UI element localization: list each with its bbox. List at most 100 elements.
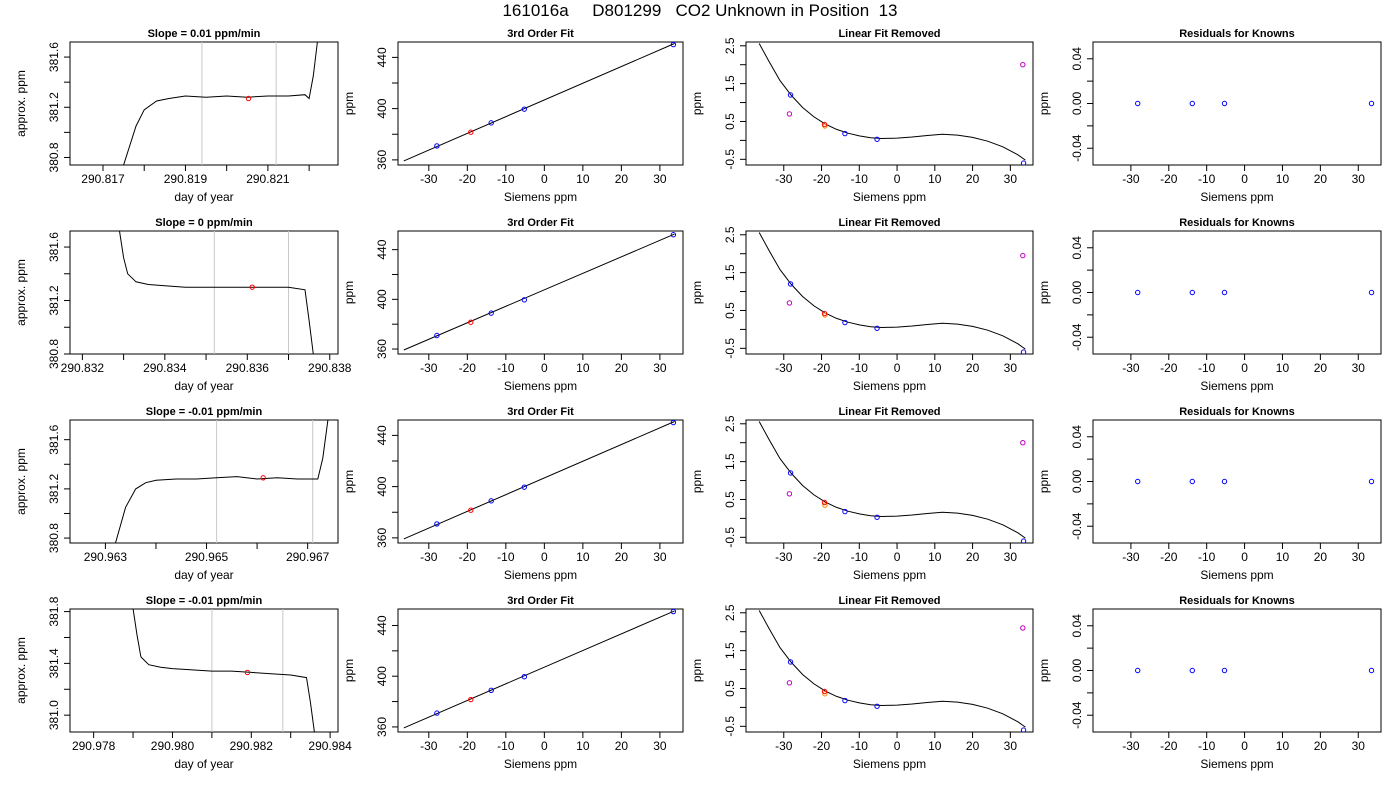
y-tick-label: -0.5 [723,527,737,548]
x-tick-label: 0 [541,550,548,564]
fit-curve [758,43,1026,161]
x-tick-label: 20 [615,739,629,753]
x-axis-label: day of year [174,757,233,771]
y-tick-label: 440 [375,615,389,635]
panel-r3-c2: 3rd Order Fit Siemens ppm ppm -30 -20 -10 0 10 2… [342,406,684,582]
x-tick-label: 30 [1352,361,1366,375]
y-tick-label: 381.0 [47,700,61,730]
x-tick-label: -10 [1198,361,1216,375]
x-tick-label: -30 [775,550,793,564]
plot-frame [69,419,339,544]
plot-area [1135,289,1375,296]
plot-area [758,610,1027,732]
x-tick-label: 20 [615,361,629,375]
x-axis-label: Siemens ppm [504,379,577,393]
y-tick-label: 381.2 [47,474,61,504]
y-tick-label: 360 [375,339,389,359]
x-tick-label: 20 [966,550,980,564]
known-point [787,659,794,665]
y-axis-label: ppm [342,281,356,304]
mean-point [245,95,252,102]
residual-point [1189,667,1195,674]
x-tick-label: 10 [928,550,942,564]
x-tick-label: 20 [615,550,629,564]
panel-r3-c4: Residuals for Knowns Siemens ppm ppm -30 -20… [1037,406,1382,582]
x-axis-label: day of year [174,568,233,582]
plot-area [403,42,677,162]
plot-area [403,420,677,540]
plot-area [119,231,314,354]
residual-point [1368,478,1375,485]
y-axis-label: ppm [342,92,356,115]
y-tick-label: -0.04 [1070,701,1084,729]
residual-point [1135,100,1141,107]
plot-frame [1092,230,1382,355]
x-tick-label: -30 [420,172,438,186]
y-tick-label: -0.04 [1070,512,1084,540]
y-tick-label: 381.6 [47,424,61,454]
x-axis-label: day of year [174,379,233,393]
x-tick-label: 10 [576,361,590,375]
x-tick-label: 10 [928,739,942,753]
known-point [434,143,440,149]
y-tick-label: 0.00 [1070,280,1084,304]
x-tick-label: -20 [459,172,477,186]
y-tick-label: 0.00 [1070,658,1084,682]
known-point [434,710,440,716]
panel-r3-c1: Slope = -0.01 ppm/min day of year approx. … [14,406,339,582]
x-tick-label: -10 [1198,172,1216,186]
panel-r1-c1: Slope = 0.01 ppm/min day of year approx. p… [14,28,339,204]
panel-title: Linear Fit Removed [838,595,940,607]
known-point [434,521,440,527]
x-tick-label: 0 [1241,172,1248,186]
x-tick-label: 30 [653,172,667,186]
x-tick-label: -20 [813,361,831,375]
x-tick-label: 290.965 [185,550,229,564]
panel-title: 3rd Order Fit [507,28,574,40]
x-tick-label: 30 [653,550,667,564]
x-tick-label: -30 [775,361,793,375]
x-tick-label: -20 [1160,739,1178,753]
x-axis-label: Siemens ppm [504,190,577,204]
x-tick-label: -10 [851,172,869,186]
known-point [842,130,848,137]
y-tick-label: -0.5 [723,716,737,737]
plot-frame [745,419,1034,544]
x-tick-label: 290.838 [308,361,352,375]
fit-curve [758,232,1026,350]
plot-frame [745,41,1034,166]
y-tick-label: 0.00 [1070,469,1084,493]
panel-title: Residuals for Knowns [1179,406,1295,418]
y-tick-label: 0.00 [1070,91,1084,115]
known-point [874,325,880,331]
x-tick-label: 20 [966,361,980,375]
plot-frame [69,608,339,733]
y-tick-label: 0.04 [1070,47,1084,71]
y-tick-label: 1.5 [723,264,737,281]
y-tick-label: 2.5 [723,604,737,621]
x-axis-label: day of year [174,190,233,204]
y-tick-label: 0.5 [723,302,737,319]
x-tick-label: -10 [851,739,869,753]
x-tick-label: 20 [1314,172,1328,186]
plot-frame [1092,419,1382,544]
y-tick-label: 1.5 [723,642,737,659]
target-point [822,691,828,697]
x-tick-label: -30 [1122,739,1140,753]
x-tick-label: -10 [497,550,515,564]
removed-point [1020,252,1026,259]
x-tick-label: -10 [851,550,869,564]
x-tick-label: 290.817 [81,172,125,186]
y-tick-label: 1.5 [723,75,737,92]
residual-point [1221,478,1228,485]
removed-point [786,300,793,306]
x-tick-label: 290.963 [84,550,128,564]
x-tick-label: 290.978 [72,739,116,753]
x-tick-label: 30 [1004,361,1018,375]
x-tick-label: 0 [1241,550,1248,564]
y-tick-label: 2.5 [723,415,737,432]
residual-point [1368,289,1375,296]
y-axis-label: approx. ppm [14,70,28,137]
plot-area [758,43,1027,165]
